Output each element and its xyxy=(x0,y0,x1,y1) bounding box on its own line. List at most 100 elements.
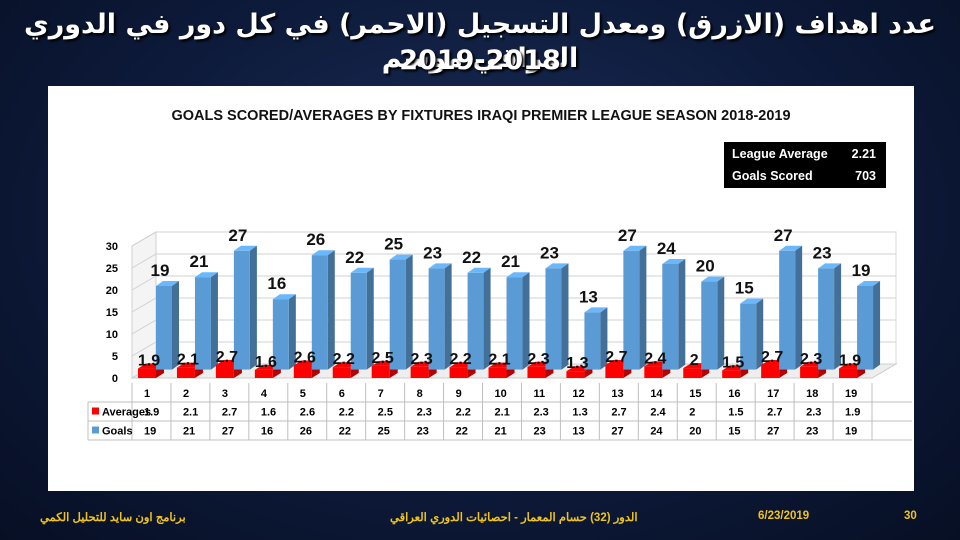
goals-bar-side xyxy=(444,263,452,370)
goals-data-label: 23 xyxy=(540,243,559,262)
x-category-label: 4 xyxy=(261,388,268,400)
averages-data-label: 2.6 xyxy=(294,349,316,366)
data-table-cell: 1.6 xyxy=(261,407,276,419)
data-table-legend-key xyxy=(92,426,99,434)
y-tick-label: 0 xyxy=(112,373,118,385)
data-table-cell: 2 xyxy=(689,407,695,419)
goals-bar xyxy=(194,277,211,370)
goals-data-label: 21 xyxy=(189,252,208,271)
x-category-label: 12 xyxy=(572,388,584,400)
data-table-cell: 25 xyxy=(378,426,390,438)
kpi-box: League Average 2.21 Goals Scored 703 xyxy=(724,142,886,188)
x-category-label: 5 xyxy=(300,388,306,400)
data-table-legend-key xyxy=(92,407,99,415)
averages-data-label: 2.1 xyxy=(177,352,199,369)
goals-bar xyxy=(506,277,523,370)
data-table-cell: 24 xyxy=(650,426,663,438)
x-category-label: 19 xyxy=(845,388,857,400)
goals-data-label: 23 xyxy=(813,243,832,262)
averages-data-label: 2.7 xyxy=(605,349,627,366)
y-tick-label: 10 xyxy=(106,329,118,341)
data-table-cell: 16 xyxy=(261,426,273,438)
data-table-cell: 2.3 xyxy=(417,407,432,419)
data-table-cell: 23 xyxy=(806,426,818,438)
y-tick-label: 25 xyxy=(106,263,118,275)
kpi-label: Goals Scored xyxy=(732,169,813,183)
averages-bar xyxy=(138,368,156,378)
kpi-label: League Average xyxy=(732,147,828,161)
data-table-cell: 2.3 xyxy=(533,407,548,419)
y-tick-label: 15 xyxy=(106,307,118,319)
goals-bar xyxy=(662,264,679,370)
data-table-cell: 1.5 xyxy=(728,407,743,419)
gridline xyxy=(131,275,896,291)
goals-bar-side xyxy=(795,245,803,370)
goals-bar xyxy=(233,250,250,370)
data-table-cell: 27 xyxy=(767,426,779,438)
goals-data-label: 13 xyxy=(579,287,598,306)
averages-data-label: 2 xyxy=(690,352,699,369)
y-tick-label: 30 xyxy=(106,241,118,253)
gridline xyxy=(131,253,896,269)
goals-bar xyxy=(467,272,484,370)
goals-data-label: 25 xyxy=(384,235,403,254)
goals-bar xyxy=(389,259,406,370)
goals-bar xyxy=(623,250,640,370)
data-table-cell: 19 xyxy=(144,426,156,438)
x-category-label: 14 xyxy=(650,388,663,400)
x-category-label: 10 xyxy=(495,388,507,400)
goals-bar-top xyxy=(857,281,881,286)
goals-bar-top xyxy=(233,245,257,251)
goals-bar-side xyxy=(327,250,335,370)
averages-bar xyxy=(722,370,741,378)
averages-bar xyxy=(761,365,780,378)
averages-data-label: 2.2 xyxy=(449,351,471,368)
goals-bar-side xyxy=(600,307,608,370)
averages-data-label: 2.7 xyxy=(761,349,783,366)
x-category-label: 17 xyxy=(767,388,779,400)
goals-bar-top xyxy=(701,276,725,282)
data-table-cell: 19 xyxy=(845,426,857,438)
averages-data-label: 2.4 xyxy=(644,350,666,367)
data-table-cell: 2.4 xyxy=(650,407,666,419)
data-table-cell: 26 xyxy=(300,426,312,438)
averages-bar xyxy=(449,367,468,378)
goals-bar xyxy=(272,299,289,370)
goals-bar xyxy=(156,286,172,370)
goals-bar-top xyxy=(818,263,842,269)
goals-bar-side xyxy=(249,245,257,370)
goals-data-label: 26 xyxy=(306,230,325,249)
averages-bar xyxy=(839,368,858,378)
averages-data-label: 1.6 xyxy=(255,354,277,371)
averages-bar xyxy=(566,371,585,378)
goals-bar-side xyxy=(366,267,374,370)
averages-data-label: 2.3 xyxy=(411,351,433,368)
averages-data-label: 2.1 xyxy=(488,352,510,369)
data-table-cell: 22 xyxy=(339,426,351,438)
goals-bar xyxy=(428,268,445,370)
data-table-cell: 21 xyxy=(495,426,507,438)
goals-bar-side xyxy=(873,281,881,370)
footer-program-name: برنامج اون سايد للتحليل الكمي xyxy=(40,512,186,524)
goals-bar xyxy=(545,268,562,370)
goals-data-label: 19 xyxy=(151,261,170,280)
goals-bar-side xyxy=(483,267,491,370)
x-category-label: 6 xyxy=(339,388,345,400)
gridline xyxy=(131,231,896,247)
goals-data-label: 16 xyxy=(267,274,286,293)
footer-source: الدور (32) حسام المعمار - احصائيات الدور… xyxy=(390,512,638,524)
data-table-cell: 2.7 xyxy=(767,407,782,419)
data-table-cell: 2.3 xyxy=(806,407,821,419)
goals-bar-top xyxy=(194,272,218,278)
goals-bar-top xyxy=(584,307,608,313)
averages-bar xyxy=(605,365,624,378)
data-table-cell: 21 xyxy=(183,426,195,438)
kpi-row-goals-scored: Goals Scored 703 xyxy=(724,165,886,187)
goals-data-label: 27 xyxy=(774,226,793,245)
goals-bar-side xyxy=(288,294,296,370)
averages-data-label: 2.2 xyxy=(333,351,355,368)
x-category-label: 11 xyxy=(533,388,545,400)
data-table-cell: 13 xyxy=(572,426,584,438)
averages-data-label: 2.5 xyxy=(372,350,394,367)
goals-bar-top xyxy=(311,250,335,256)
